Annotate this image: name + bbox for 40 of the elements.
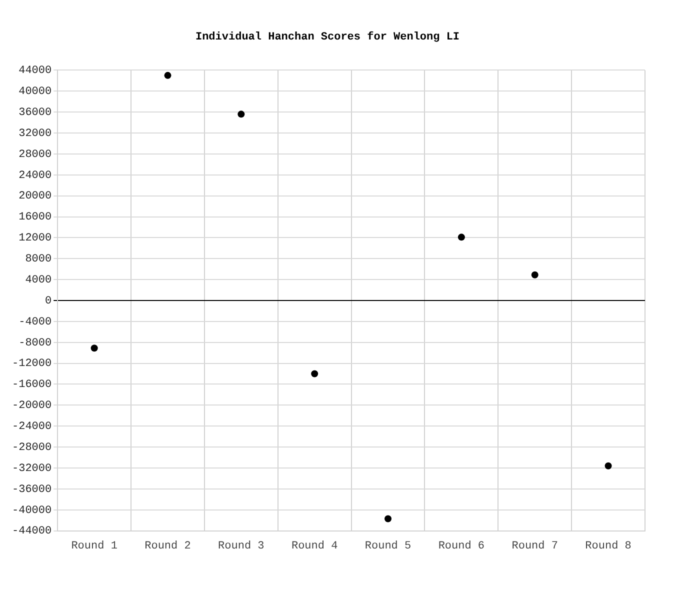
point [238, 110, 245, 118]
y-tick-label: 40000 [18, 86, 52, 98]
y-tick-label: -32000 [12, 462, 52, 475]
point [311, 370, 318, 378]
point [384, 515, 392, 522]
y-tick-label: -24000 [12, 421, 52, 434]
x-tick-label: Round 3 [218, 540, 264, 552]
y-tick-label: 24000 [18, 170, 52, 182]
y-tick-label: 36000 [18, 106, 52, 119]
y-tick-label: -44000 [12, 526, 52, 538]
point [604, 462, 612, 470]
y-tick-label: 8000 [25, 254, 52, 266]
y-tick-label: -28000 [12, 442, 52, 454]
x-tick-label: Round 4 [291, 540, 338, 552]
y-tick-label: 0 [44, 295, 52, 308]
y-tick-label: -40000 [12, 504, 52, 517]
y-tick-label: -8000 [18, 337, 52, 350]
y-tick-label: 4000 [25, 274, 52, 286]
y-tick-label: 44000 [18, 65, 52, 78]
y-tick-label: -20000 [12, 400, 52, 412]
y-tick-label: -4000 [18, 316, 52, 328]
point [90, 344, 98, 352]
chart-title: Individual Hanchan Scores for Wenlong LI [195, 30, 460, 44]
point [531, 271, 538, 278]
x-tick-label: Round 1 [71, 540, 118, 552]
y-tick-label: -12000 [12, 358, 52, 370]
x-tick-label: Round 7 [512, 540, 558, 552]
x-tick-label: Round 5 [364, 540, 412, 552]
point [164, 72, 172, 79]
y-tick-label: 16000 [18, 212, 52, 224]
x-tick-label: Round 8 [585, 540, 632, 552]
x-tick-label: Round 6 [438, 540, 485, 552]
y-tick-label: 12000 [18, 232, 52, 245]
x-tick-label: Round 2 [144, 540, 191, 552]
y-tick-label: 28000 [18, 148, 52, 161]
y-tick-label: 32000 [18, 128, 52, 140]
point [458, 234, 465, 241]
y-tick-label: 20000 [18, 190, 52, 203]
y-tick-label: -36000 [12, 484, 52, 496]
y-tick-label: -16000 [12, 379, 52, 392]
